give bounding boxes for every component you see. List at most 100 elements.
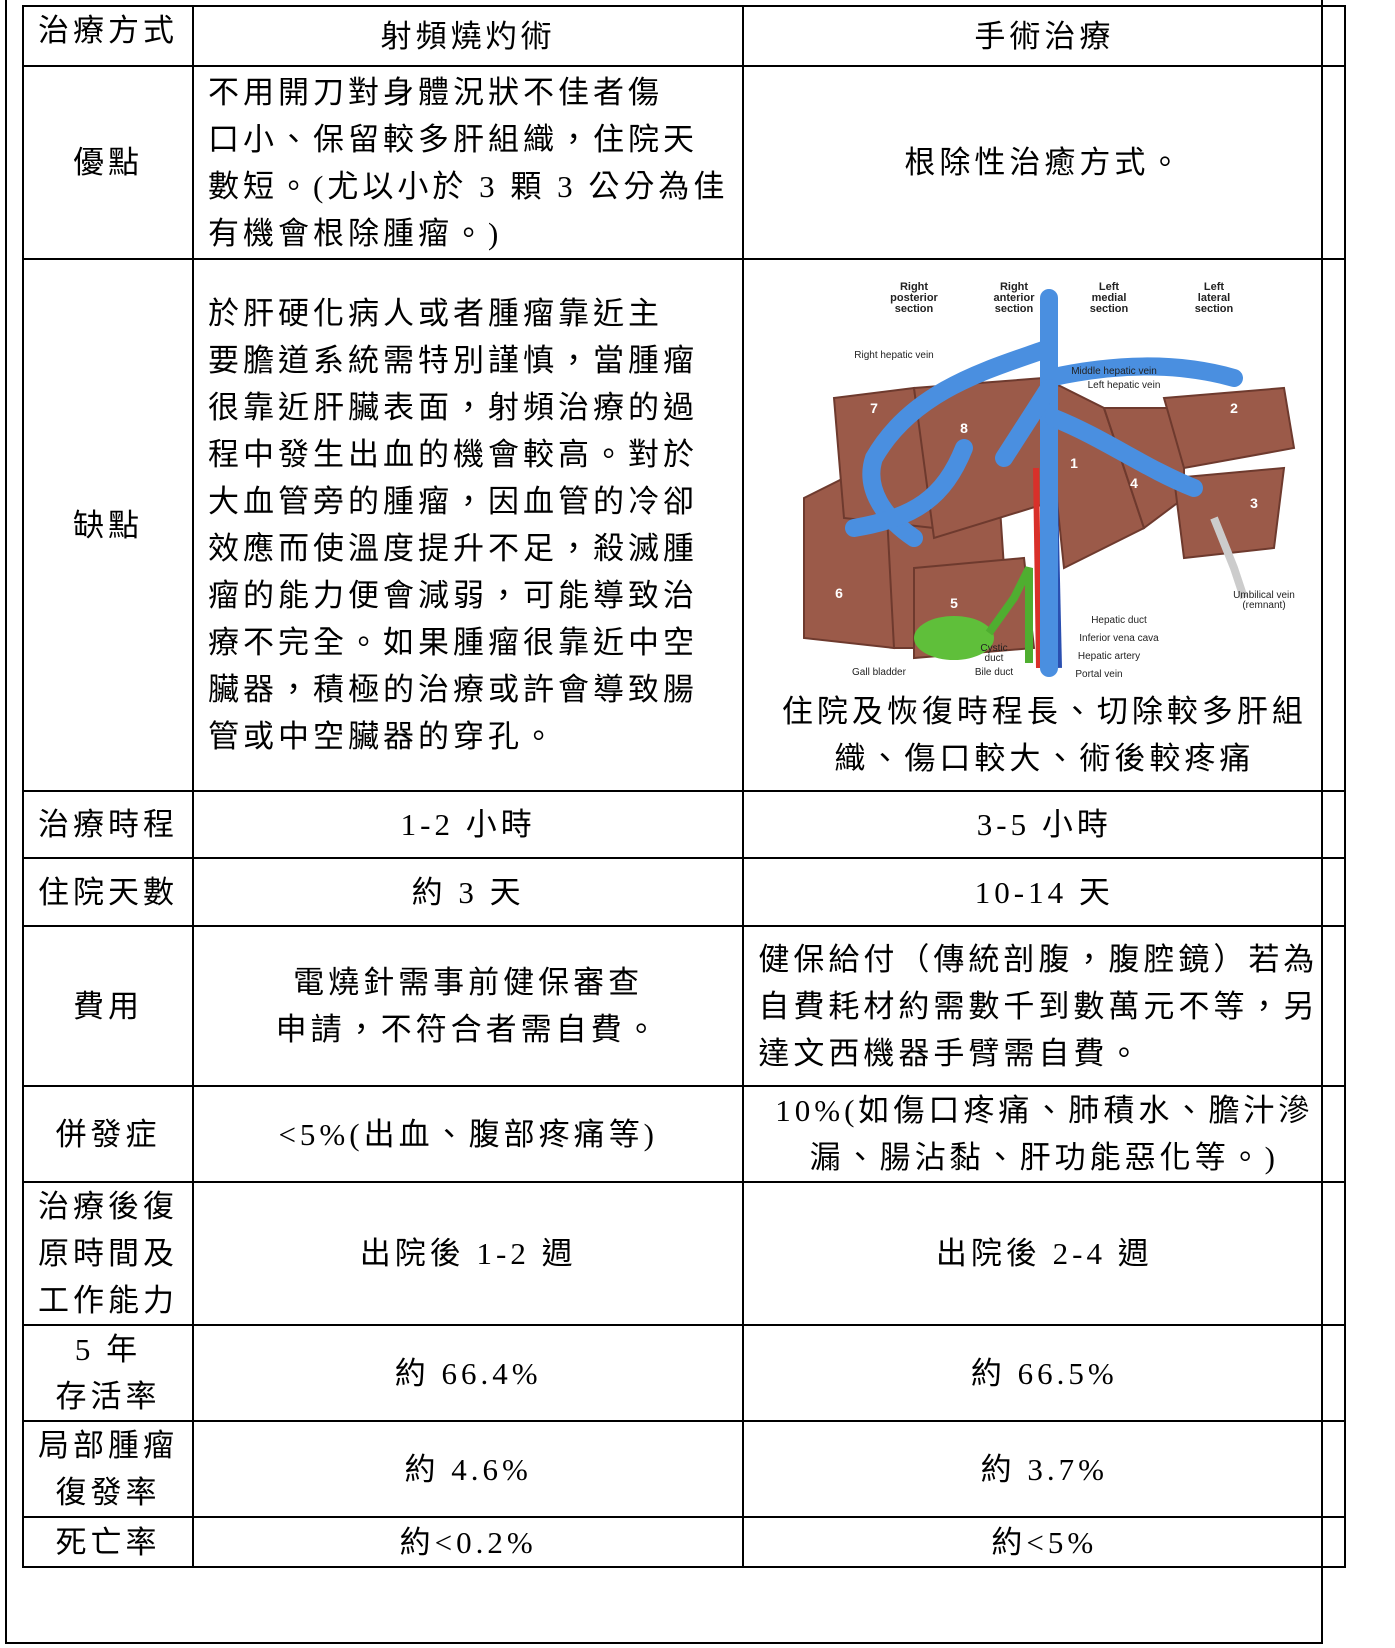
segment-number: 4 (1130, 475, 1138, 491)
cell-line: 程中發生出血的機會較高。對於 (208, 437, 698, 472)
diagram-label: anterior (994, 292, 1036, 304)
cell: 3-5 小時 (742, 790, 1347, 859)
cell: 健保給付（傳統剖腹，腹腔鏡）若為 自費耗材約需數千到數萬元不等，另 達文西機器手臂需… (742, 925, 1347, 1087)
cell-line: 約<5% (991, 1524, 1098, 1560)
cell-line: 出院後 1-2 週 (359, 1236, 577, 1271)
diagram-label: Left hepatic vein (1088, 380, 1161, 391)
diagram-label: Gall bladder (852, 667, 907, 678)
table-row: 治療後復 原時間及 工作能力 出院後 1-2 週 出院後 2-4 週 (22, 1181, 1347, 1326)
bile-duct (986, 566, 1034, 663)
cell-line: 5 年 (74, 1332, 142, 1367)
cell-line: 出院後 2-4 週 (935, 1236, 1153, 1271)
table-row: 住院天數 約 3 天 10-14 天 (22, 857, 1347, 927)
diagram-label: Right hepatic vein (855, 350, 935, 361)
cell-line: 死亡率 (55, 1524, 161, 1560)
table-row: 治療時程 1-2 小時 3-5 小時 (22, 790, 1347, 859)
cell-line: 約<0.2% (399, 1524, 537, 1560)
comparison-table: 治療方式 射頻燒灼術 手術治療 優點 不用開刀對身體況狀不佳者傷 口小、保留較多肝組織，住… (22, 5, 1347, 1568)
cell-line: 3-5 小時 (976, 807, 1112, 842)
diagram-label: Hepatic duct (1092, 615, 1148, 626)
umbilical-vein (1210, 516, 1249, 600)
cell-line: 局部腫瘤 (38, 1428, 178, 1463)
diagram-label: medial (1092, 292, 1127, 304)
cell-line: 根除性治癒方式。 (904, 145, 1185, 180)
table-row: 缺點 於肝硬化病人或者腫瘤靠近主 要膽道系統需特別謹慎，當腫瘤 很靠近肝臟表面，射頻治… (22, 258, 1347, 792)
cell-line: 1-2 小時 (400, 807, 536, 842)
hepatic-vein (845, 439, 974, 537)
cell-line: 漏、腸沾黏、肝功能惡化等。) (809, 1140, 1279, 1175)
cell: 出院後 1-2 週 (191, 1181, 745, 1326)
diagram-label: Hepatic artery (1078, 651, 1140, 662)
cell: Right posterior section Right anterior sectio… (742, 258, 1347, 792)
cell-line: 優點 (73, 145, 143, 180)
gall-bladder (914, 616, 995, 660)
cell-line: 工作能力 (38, 1283, 178, 1318)
diagram-label: section (1195, 303, 1234, 315)
cell-line: 數短。(尤以小於 3 顆 3 公分為佳 (208, 168, 729, 204)
cell-line: 費用 (73, 988, 143, 1024)
cell: 約<5% (742, 1516, 1347, 1568)
header-cell: 射頻燒灼術 (191, 5, 745, 67)
header-text: 手術治療 (974, 18, 1115, 54)
row-label: 死亡率 (22, 1516, 194, 1568)
segment-number: 7 (870, 400, 878, 416)
cell: 約 66.5% (742, 1324, 1347, 1422)
table-row: 優點 不用開刀對身體況狀不佳者傷 口小、保留較多肝組織，住院天 數短。(尤以小於 3 … (22, 65, 1347, 260)
cell-line: 申請，不符合者需自費。 (275, 1012, 661, 1047)
cell-line: 臟器，積極的治療或許會導致腸 (208, 672, 698, 707)
header-cell: 手術治療 (742, 5, 1347, 67)
header-text: 射頻燒灼術 (380, 18, 556, 54)
diagram-label: Right (1000, 281, 1028, 293)
cell-line: 織、傷口較大、術後較疼痛 (834, 741, 1255, 776)
cell-line: 住院及恢復時程長、切除較多肝組 (781, 694, 1307, 729)
diagram-label: Middle hepatic vein (1072, 366, 1158, 377)
table-body: 治療方式 射頻燒灼術 手術治療 優點 不用開刀對身體況狀不佳者傷 口小、保留較多肝組織，住… (22, 5, 1347, 1568)
row-label: 優點 (22, 65, 194, 260)
cell-line: <5%(出血、腹部疼痛等) (278, 1116, 658, 1152)
row-label: 5 年存活率 (22, 1324, 194, 1422)
cell-line: 缺點 (73, 507, 143, 543)
table-row: 死亡率 約<0.2% 約<5% (22, 1516, 1347, 1568)
cell-line: 口小、保留較多肝組織，住院天 (208, 121, 698, 157)
cell-line: 達文西機器手臂需自費。 (758, 1035, 1144, 1071)
segment-number: 8 (960, 420, 968, 436)
cell-line: 瘤的能力便會減弱，可能導致治 (208, 578, 698, 613)
segment-number: 5 (950, 595, 958, 611)
row-label: 費用 (22, 925, 194, 1087)
diagram-label: section (995, 303, 1034, 315)
cell: 10-14 天 (742, 857, 1347, 927)
cell-line: 管或中空臟器的穿孔。 (208, 719, 558, 754)
segment-number: 1 (1070, 455, 1078, 471)
hepatic-vein (995, 379, 1059, 467)
cell: <5%(出血、腹部疼痛等) (191, 1085, 745, 1183)
cell-line: 效應而使溫度提升不足，殺滅腫 (208, 531, 698, 566)
diagram-label: Inferior vena cava (1080, 633, 1160, 644)
cell-line: 健保給付（傳統剖腹，腹腔鏡）若為 (758, 941, 1319, 977)
table-row: 局部腫瘤復發率 約 4.6% 約 3.7% (22, 1420, 1347, 1518)
cell: 約 4.6% (191, 1420, 745, 1518)
hepatic-vein (1040, 357, 1244, 387)
cell-line: 電燒針需事前健保審查 (293, 965, 644, 1000)
segment-number: 2 (1230, 400, 1238, 416)
cell-line: 復發率 (55, 1475, 161, 1510)
cell-line: 約 3 天 (411, 874, 525, 910)
cell: 電燒針需事前健保審查 申請，不符合者需自費。 (191, 925, 745, 1087)
cell-line: 約 4.6% (404, 1451, 532, 1487)
cell-line: 不用開刀對身體況狀不佳者傷 (208, 74, 663, 110)
row-label: 治療後復 原時間及 工作能力 (22, 1181, 194, 1326)
segment-number: 6 (835, 585, 843, 601)
cell-line: 併發症 (55, 1116, 161, 1152)
cell-line: 住院天數 (38, 874, 178, 910)
table-row: 費用 電燒針需事前健保審查 申請，不符合者需自費。 健保給付（傳統剖腹，腹腔鏡）若為自… (22, 925, 1347, 1087)
row-label: 缺點 (22, 258, 194, 792)
diagram-label: Cystic (981, 643, 1008, 654)
cell-line: 治療時程 (38, 807, 178, 842)
diagram-label: duct (985, 653, 1004, 664)
liver-segment (1163, 386, 1296, 470)
cell-line: 要膽道系統需特別謹慎，當腫瘤 (208, 343, 698, 378)
cell-line: 10-14 天 (974, 874, 1114, 910)
diagram-label: Right (900, 281, 928, 293)
cell: 約 3.7% (742, 1420, 1347, 1518)
cell-line: 存活率 (55, 1379, 161, 1414)
